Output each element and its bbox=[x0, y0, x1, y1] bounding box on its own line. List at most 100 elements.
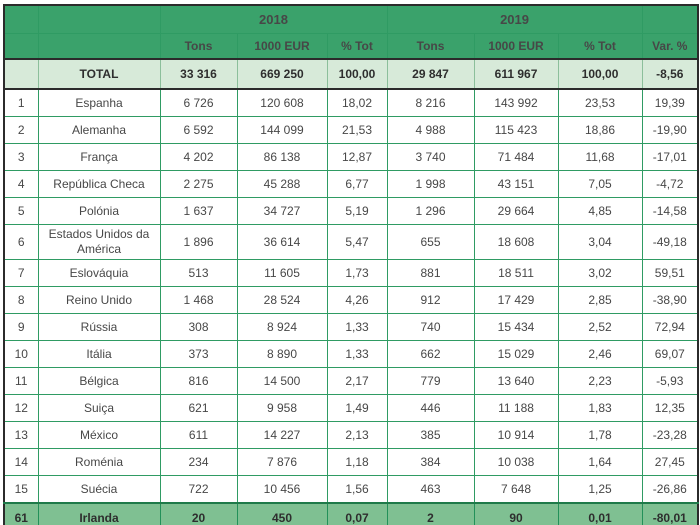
rank-cell: 6 bbox=[3, 224, 39, 260]
value-cell: 1,33 bbox=[326, 313, 388, 341]
value-cell: 11 605 bbox=[236, 259, 328, 287]
total-pct-2018: 100,00 bbox=[326, 58, 388, 90]
value-cell: 1 468 bbox=[159, 286, 238, 314]
value-cell: -4,72 bbox=[641, 170, 699, 198]
value-cell: -49,18 bbox=[641, 224, 699, 260]
rank-cell: 13 bbox=[3, 421, 39, 449]
value-cell: 8 890 bbox=[236, 340, 328, 368]
value-cell: 27,45 bbox=[641, 448, 699, 476]
value-cell: 2 bbox=[386, 502, 475, 525]
rank-cell: 3 bbox=[3, 143, 39, 171]
value-cell: 18 608 bbox=[473, 224, 559, 260]
value-cell: 18 511 bbox=[473, 259, 559, 287]
country-cell: Rússia bbox=[37, 313, 161, 341]
value-cell: -23,28 bbox=[641, 421, 699, 449]
value-cell: 881 bbox=[386, 259, 475, 287]
value-cell: 45 288 bbox=[236, 170, 328, 198]
value-cell: 1 296 bbox=[386, 197, 475, 225]
value-cell: 4,85 bbox=[557, 197, 643, 225]
country-cell: Irlanda bbox=[37, 502, 161, 525]
table-row: 14 Roménia 234 7 876 1,18 384 10 038 1,64 27,45 bbox=[3, 448, 699, 476]
value-cell: 7 648 bbox=[473, 475, 559, 504]
total-row: TOTAL 33 316 669 250 100,00 29 847 611 9… bbox=[3, 58, 699, 90]
value-cell: 5,47 bbox=[326, 224, 388, 260]
value-cell: 12,35 bbox=[641, 394, 699, 422]
country-cell: Reino Unido bbox=[37, 286, 161, 314]
value-cell: 36 614 bbox=[236, 224, 328, 260]
value-cell: 0,07 bbox=[326, 502, 388, 525]
value-cell: 621 bbox=[159, 394, 238, 422]
value-cell: 1,78 bbox=[557, 421, 643, 449]
value-cell: 308 bbox=[159, 313, 238, 341]
value-cell: 11 188 bbox=[473, 394, 559, 422]
value-cell: 10 914 bbox=[473, 421, 559, 449]
table-row: 6 Estados Unidos da América 1 896 36 614 5,4… bbox=[3, 224, 699, 260]
country-cell: Eslováquia bbox=[37, 259, 161, 287]
rank-cell: 8 bbox=[3, 286, 39, 314]
value-cell: 1,49 bbox=[326, 394, 388, 422]
col-header-eur-2019: 1000 EUR bbox=[473, 33, 559, 60]
rank-cell: 9 bbox=[3, 313, 39, 341]
value-cell: 373 bbox=[159, 340, 238, 368]
value-cell: 115 423 bbox=[473, 116, 559, 144]
value-cell: 28 524 bbox=[236, 286, 328, 314]
value-cell: 20 bbox=[159, 502, 238, 525]
col-header-var-pct: Var. % bbox=[641, 33, 699, 60]
value-cell: 450 bbox=[236, 502, 328, 525]
country-cell: Suécia bbox=[37, 475, 161, 504]
value-cell: -19,90 bbox=[641, 116, 699, 144]
value-cell: 722 bbox=[159, 475, 238, 504]
value-cell: 1,83 bbox=[557, 394, 643, 422]
value-cell: 463 bbox=[386, 475, 475, 504]
total-tons-2019: 29 847 bbox=[386, 58, 475, 90]
value-cell: -5,93 bbox=[641, 367, 699, 395]
country-cell: Alemanha bbox=[37, 116, 161, 144]
value-cell: 779 bbox=[386, 367, 475, 395]
rank-cell: 14 bbox=[3, 448, 39, 476]
value-cell: -38,90 bbox=[641, 286, 699, 314]
value-cell: 234 bbox=[159, 448, 238, 476]
total-var-pct: -8,56 bbox=[641, 58, 699, 90]
value-cell: 2,17 bbox=[326, 367, 388, 395]
value-cell: 0,01 bbox=[557, 502, 643, 525]
value-cell: -14,58 bbox=[641, 197, 699, 225]
country-cell: República Checa bbox=[37, 170, 161, 198]
value-cell: 513 bbox=[159, 259, 238, 287]
value-cell: 11,68 bbox=[557, 143, 643, 171]
table-row: 15 Suécia 722 10 456 1,56 463 7 648 1,25 -26,86 bbox=[3, 475, 699, 504]
value-cell: 21,53 bbox=[326, 116, 388, 144]
value-cell: 1,18 bbox=[326, 448, 388, 476]
rank-cell: 5 bbox=[3, 197, 39, 225]
rank-cell: 7 bbox=[3, 259, 39, 287]
table-row: 3 França 4 202 86 138 12,87 3 740 71 484 11,68-… bbox=[3, 143, 699, 171]
value-cell: 14 500 bbox=[236, 367, 328, 395]
rank-cell: 4 bbox=[3, 170, 39, 198]
rank-cell: 10 bbox=[3, 340, 39, 368]
value-cell: 69,07 bbox=[641, 340, 699, 368]
value-cell: 1,25 bbox=[557, 475, 643, 504]
country-cell: Roménia bbox=[37, 448, 161, 476]
year-header-row: 2018 2019 bbox=[3, 4, 699, 34]
value-cell: 4,26 bbox=[326, 286, 388, 314]
value-cell: 384 bbox=[386, 448, 475, 476]
var-header-blank bbox=[641, 4, 699, 34]
rank-cell: 61 bbox=[3, 502, 39, 525]
country-cell: Polónia bbox=[37, 197, 161, 225]
value-cell: 3,02 bbox=[557, 259, 643, 287]
value-cell: 59,51 bbox=[641, 259, 699, 287]
rank-header-blank bbox=[3, 4, 39, 34]
table-row: 10 Itália 373 8 890 1,33 662 15 029 2,46 69,07 bbox=[3, 340, 699, 368]
value-cell: -80,01 bbox=[641, 502, 699, 525]
country-cell: Suiça bbox=[37, 394, 161, 422]
table-row: 11 Bélgica 816 14 500 2,17 779 13 640 2,23 -5,93 bbox=[3, 367, 699, 395]
column-header-row: Tons 1000 EUR % Tot Tons 1000 EUR % Tot … bbox=[3, 33, 699, 60]
value-cell: 143 992 bbox=[473, 88, 559, 117]
table-row: 9 Rússia 308 8 924 1,33 740 15 434 2,52 72,94 bbox=[3, 313, 699, 341]
value-cell: 86 138 bbox=[236, 143, 328, 171]
value-cell: 6 726 bbox=[159, 88, 238, 117]
rank-subheader-blank bbox=[3, 33, 39, 60]
value-cell: 385 bbox=[386, 421, 475, 449]
table-row: 1 Espanha 6 726 120 608 18,02 8 216 143 992 23,… bbox=[3, 88, 699, 117]
value-cell: 1,64 bbox=[557, 448, 643, 476]
value-cell: 3 740 bbox=[386, 143, 475, 171]
